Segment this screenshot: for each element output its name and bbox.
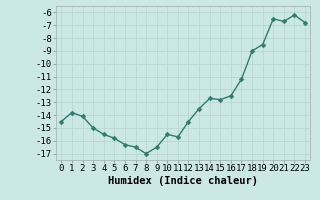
X-axis label: Humidex (Indice chaleur): Humidex (Indice chaleur) <box>108 176 258 186</box>
